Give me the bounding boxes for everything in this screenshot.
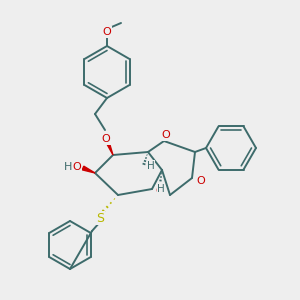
Text: O: O (162, 130, 170, 140)
Text: O: O (156, 186, 164, 196)
Text: H: H (64, 162, 72, 172)
Text: O: O (102, 134, 110, 144)
Text: O: O (162, 130, 170, 140)
Text: H: H (157, 184, 165, 194)
Text: S: S (96, 212, 104, 224)
Polygon shape (82, 166, 95, 173)
Text: H: H (147, 161, 155, 171)
Text: O: O (73, 162, 81, 172)
Text: H: H (157, 184, 165, 194)
Text: O: O (73, 162, 81, 172)
Text: O: O (102, 134, 110, 144)
Text: O: O (196, 176, 206, 186)
Text: O: O (103, 27, 111, 37)
Text: O: O (103, 27, 111, 37)
Text: O: O (196, 176, 206, 186)
Text: H: H (147, 161, 155, 171)
Text: O: O (102, 134, 110, 144)
Text: H: H (64, 162, 72, 172)
Polygon shape (103, 135, 113, 155)
Text: S: S (96, 212, 104, 224)
Text: O: O (156, 186, 164, 196)
